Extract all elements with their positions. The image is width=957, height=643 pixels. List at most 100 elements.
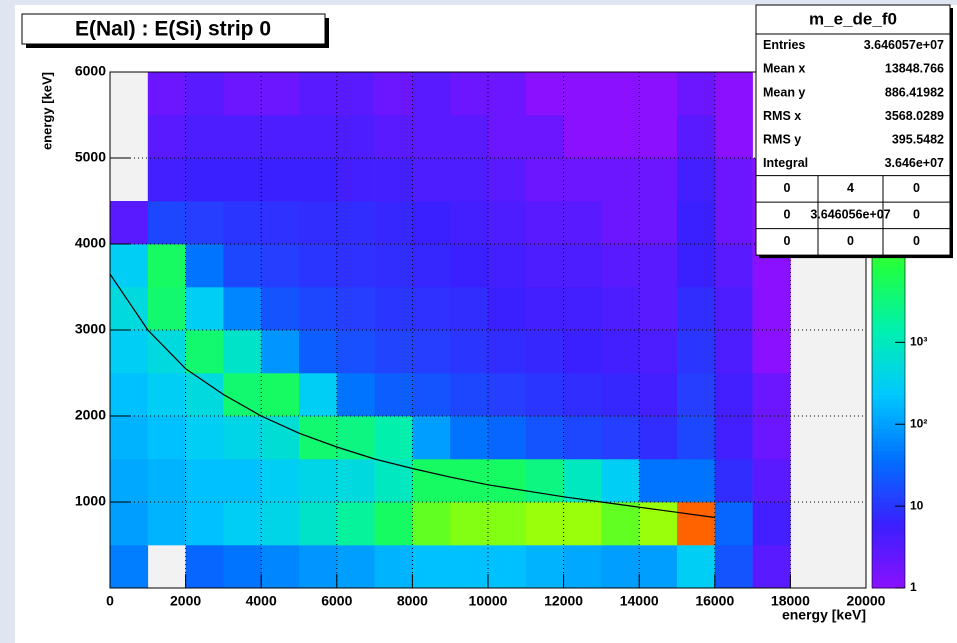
heatmap-cell — [261, 158, 300, 202]
heatmap-cell — [450, 416, 489, 460]
heatmap-cell — [525, 158, 564, 202]
heatmap-cell — [299, 158, 338, 202]
colorbar-segment — [872, 557, 905, 563]
stats-label: RMS x — [763, 109, 801, 123]
heatmap-cell — [677, 287, 716, 331]
heatmap-cell — [147, 201, 186, 245]
heatmap-cell — [223, 545, 262, 589]
heatmap-cell — [563, 373, 602, 417]
heatmap-cell — [563, 330, 602, 374]
heatmap-cell — [601, 287, 640, 331]
stats-value: 395.5482 — [892, 132, 944, 146]
heatmap-cell — [374, 115, 413, 159]
heatmap-cell — [563, 244, 602, 288]
heatmap-cell — [525, 545, 564, 589]
heatmap-cell — [299, 373, 338, 417]
heatmap-cell — [450, 72, 489, 116]
fit-line — [109, 273, 715, 519]
stats-background — [755, 4, 951, 256]
heatmap-cell — [223, 244, 262, 288]
heatmap-cell — [488, 459, 527, 503]
heatmap-cell — [261, 459, 300, 503]
colorbar-segment — [872, 428, 905, 434]
heatmap-cell — [677, 330, 716, 374]
stats-label: Mean x — [763, 62, 805, 76]
heatmap-cell — [450, 158, 489, 202]
heatmap-cell — [223, 502, 262, 546]
colorbar-segment — [872, 261, 905, 266]
heatmap-cell — [412, 373, 451, 417]
stats-cell: 0 — [913, 181, 920, 195]
colorbar-segment — [872, 502, 905, 507]
heatmap-cell — [714, 158, 753, 202]
colorbar-segment — [872, 532, 905, 537]
heatmap-cell — [336, 373, 375, 417]
heatmap-cell — [639, 330, 678, 374]
colorbar-segment — [872, 514, 905, 520]
heatmap-cell — [185, 244, 224, 288]
colorbar-segment — [872, 583, 905, 589]
heatmap-cell — [677, 545, 716, 589]
heatmap-cell — [601, 115, 640, 159]
heatmap-cell — [185, 459, 224, 503]
heatmap-cell — [639, 373, 678, 417]
heatmap-cell — [563, 72, 602, 116]
heatmap-cell — [374, 330, 413, 374]
stats-label: Integral — [763, 156, 808, 170]
heatmap-cell — [450, 545, 489, 589]
heatmap-cell — [299, 244, 338, 288]
colorbar-segment — [872, 459, 905, 464]
heatmap-cell — [752, 373, 791, 417]
heatmap-cell — [110, 416, 149, 460]
heatmap-cell — [601, 416, 640, 460]
heatmap-cell — [714, 287, 753, 331]
heatmap-cell — [110, 545, 149, 589]
x-axis-label: energy [keV] — [782, 607, 866, 623]
heatmap-cell — [450, 373, 489, 417]
heatmap-cell — [601, 244, 640, 288]
colorbar-segment — [872, 360, 905, 365]
colorbar-segment — [872, 325, 905, 331]
heatmap-cell — [261, 416, 300, 460]
colorbar-segment — [872, 545, 905, 550]
heatmap-cell — [450, 244, 489, 288]
heatmap-cell — [525, 330, 564, 374]
stats-label: RMS y — [763, 132, 801, 146]
colorbar-segment — [872, 330, 905, 335]
colorbar-segment — [872, 381, 905, 387]
colorbar-segment — [872, 489, 905, 494]
colorbar-segment — [872, 476, 905, 481]
x-tick-label: 2000 — [170, 593, 201, 609]
z-tick-label: 10² — [910, 416, 927, 430]
heatmap-cell — [185, 373, 224, 417]
heatmap-cell — [374, 416, 413, 460]
heatmap-cell — [261, 201, 300, 245]
heatmap-cell — [752, 459, 791, 503]
heatmap-cell — [110, 244, 149, 288]
heatmap-cell — [299, 330, 338, 374]
heatmap-cell — [185, 545, 224, 589]
heatmap-cell — [488, 244, 527, 288]
heatmap-cell — [525, 244, 564, 288]
heatmap-cell — [714, 201, 753, 245]
colorbar-segment — [872, 291, 905, 297]
colorbar-segment — [872, 480, 905, 486]
colorbar-segment — [872, 540, 905, 546]
heatmap-cell — [714, 502, 753, 546]
heatmap-cell — [336, 158, 375, 202]
colorbar-segment — [872, 287, 905, 292]
heatmap-cell — [488, 373, 527, 417]
heatmap-cell — [412, 459, 451, 503]
heatmap-cell — [450, 287, 489, 331]
heatmap-cell — [223, 158, 262, 202]
heatmap-cell — [374, 72, 413, 116]
heatmap-cell — [185, 115, 224, 159]
heatmap-cell — [336, 72, 375, 116]
heatmap-cell — [147, 115, 186, 159]
colorbar-segment — [872, 510, 905, 516]
stats-label: Mean y — [763, 85, 805, 99]
heatmap-cell — [601, 72, 640, 116]
stats-cell: 0 — [784, 234, 791, 248]
